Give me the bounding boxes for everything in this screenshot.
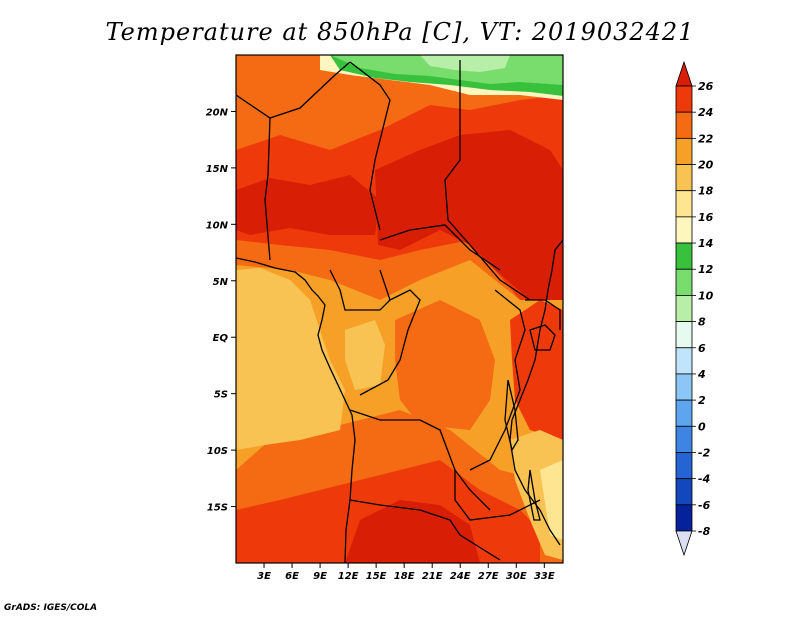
colorbar-label: 12 (698, 263, 714, 276)
lat-tick-label: 10N (206, 220, 229, 231)
field-band-8-sahara (420, 55, 510, 72)
temperature-field (236, 55, 563, 563)
colorbar-label: -2 (698, 446, 711, 459)
border-angola (349, 499, 501, 561)
colorbar-label: -6 (698, 499, 711, 512)
lon-tick-label: 3E (257, 571, 271, 582)
lake-malawi (527, 469, 541, 521)
colorbar-label: -8 (698, 525, 711, 538)
east-africa-coastline (509, 239, 563, 546)
lat-tick-label: 10S (207, 446, 228, 457)
longitude-axis: 3E 6E 9E 12E 15E 18E 21E 24E 27E 30E 33E (257, 563, 555, 582)
colorbar-swatch (675, 425, 693, 453)
lat-tick-label: 15S (207, 503, 228, 514)
colorbar-label: -4 (698, 473, 710, 486)
lon-tick-label: 30E (506, 571, 527, 582)
lat-tick-label: EQ (213, 333, 229, 344)
lon-tick-label: 15E (366, 571, 387, 582)
border-niger-chad (349, 61, 391, 231)
colorbar-label: 20 (698, 159, 714, 172)
colorbar-label: 22 (698, 132, 714, 145)
lat-tick-label: 5N (213, 277, 229, 288)
lon-tick-label: 21E (422, 571, 443, 582)
border-car (379, 224, 501, 271)
field-band-18-atlantic (236, 268, 345, 450)
field-core-26-south (345, 500, 480, 563)
lon-tick-label: 6E (285, 571, 299, 582)
west-africa-coastline (236, 257, 356, 563)
lon-tick-label: 18E (394, 571, 415, 582)
colorbar-label: 4 (697, 368, 706, 381)
lat-tick-label: 20N (206, 107, 229, 118)
field-core-26-east (375, 130, 563, 300)
colorbar-swatch (675, 452, 693, 480)
lon-tick-label: 9E (313, 571, 327, 582)
colorbar-swatch (675, 190, 693, 218)
colorbar-top-triangle (675, 60, 693, 87)
colorbar-label: 2 (698, 394, 706, 407)
colorbar-swatch (675, 164, 693, 192)
field-core-26-west (236, 175, 380, 235)
colorbar-label: 14 (698, 237, 713, 250)
lon-tick-label: 33E (534, 571, 555, 582)
colorbar-label: 18 (698, 185, 714, 198)
lon-tick-label: 12E (338, 571, 359, 582)
coastlines-and-borders (236, 60, 563, 563)
colorbar-label: 24 (698, 106, 713, 119)
border-drc-east (469, 289, 526, 471)
field-band-16-southeast (540, 460, 563, 540)
border-uganda (525, 299, 561, 330)
colorbar-swatch (675, 504, 693, 532)
border-nigeria (264, 117, 271, 261)
colorbar-swatch (675, 85, 693, 113)
colorbar-label: 26 (698, 80, 714, 93)
field-band-18-inland (345, 320, 385, 390)
border-cameroon (329, 269, 391, 311)
colorbar-swatch (675, 399, 693, 427)
lon-tick-label: 24E (450, 571, 471, 582)
colorbar-bottom-triangle (675, 530, 693, 557)
colorbar-label: 8 (698, 316, 706, 329)
lake-tanganyika (504, 379, 519, 452)
border-drc-south (349, 409, 491, 511)
colorbar-swatch (675, 137, 693, 165)
colorbar-swatch (675, 373, 693, 401)
colorbar-swatch (675, 295, 693, 322)
plot-frame (235, 54, 564, 564)
colorbar-swatch (675, 478, 693, 506)
border-chad-sudan (444, 60, 531, 301)
colorbar-swatch (675, 321, 693, 349)
colorbar-swatch (675, 216, 693, 244)
grads-credit: GrADS: IGES/COLA (4, 603, 98, 613)
colorbar-label: 16 (698, 211, 714, 224)
border-zambia (454, 470, 541, 521)
colorbar-swatch (675, 111, 693, 139)
lake-victoria (529, 324, 556, 351)
latitude-axis: 20N 15N 10N 5N EQ 5S 10S 15S (206, 107, 236, 514)
colorbar-swatch (675, 268, 693, 296)
colorbar-swatch (675, 242, 693, 270)
lat-tick-label: 5S (214, 390, 228, 401)
border-congo-drc (359, 289, 421, 396)
colorbar-swatch (675, 347, 693, 375)
field-band-22-congo (395, 300, 495, 430)
colorbar-label: 10 (698, 289, 714, 302)
colorbar-label: 0 (698, 420, 706, 433)
lon-tick-label: 27E (478, 571, 499, 582)
colorbar-label: 6 (698, 342, 706, 355)
lat-tick-label: 15N (206, 164, 229, 175)
map-title: Temperature at 850hPa [C], VT: 201903242… (105, 18, 695, 46)
border-north (236, 61, 351, 119)
